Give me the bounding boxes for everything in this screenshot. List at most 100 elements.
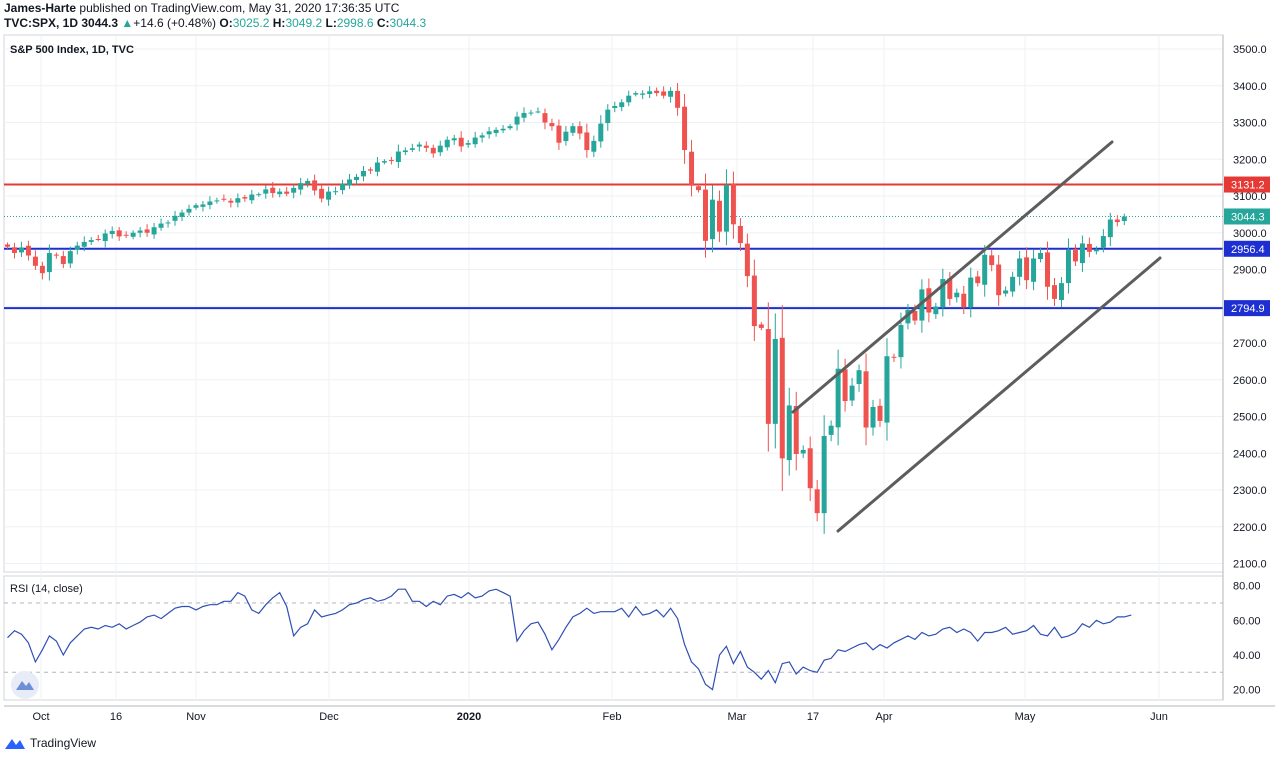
x-tick-label: 17 <box>807 711 819 723</box>
candle-body <box>884 356 890 423</box>
candle-body <box>298 183 304 190</box>
candle-body <box>689 151 695 186</box>
y-tick-label: 3300.0 <box>1233 118 1267 130</box>
candle-body <box>1024 257 1030 281</box>
candle-body <box>444 139 450 148</box>
candle-body <box>172 215 178 221</box>
rsi-tick-label: 80.00 <box>1233 581 1261 593</box>
high-label: H: <box>272 16 286 30</box>
candle-body <box>367 169 373 171</box>
publish-info: James-Harte published on TradingView.com… <box>4 0 399 16</box>
x-tick-label: Nov <box>186 711 206 723</box>
candle-body <box>779 337 785 459</box>
candle-body <box>661 91 667 96</box>
candle-body <box>982 254 988 285</box>
x-tick-label: May <box>1015 711 1036 723</box>
candle-body <box>354 176 359 181</box>
candle-body <box>1100 236 1106 248</box>
candle-body <box>32 256 38 266</box>
candle-body <box>584 132 590 151</box>
candle-body <box>95 238 101 240</box>
candle-body <box>793 406 799 454</box>
change-arrow-icon: ▲ <box>121 16 134 30</box>
candle-body <box>549 123 555 127</box>
y-tick-label: 2500.0 <box>1233 412 1267 424</box>
main-series-legend[interactable]: S&P 500 Index, 1D, TVC <box>10 44 134 56</box>
candle-body <box>940 279 946 308</box>
price-label-bg <box>1224 300 1270 317</box>
candle-body <box>835 368 841 428</box>
candle-body <box>374 162 380 172</box>
candle-body <box>563 131 569 142</box>
candle-body <box>619 102 625 108</box>
candle-body <box>535 111 541 113</box>
candle-body <box>214 200 220 202</box>
candle-body <box>842 369 848 402</box>
candle-body <box>270 187 276 194</box>
footer-brand-name: TradingView <box>30 736 97 750</box>
y-tick-label: 2300.0 <box>1233 485 1267 497</box>
candle-body <box>416 144 422 147</box>
candle-body <box>996 264 1002 296</box>
candle-body <box>242 197 248 199</box>
open-label: O: <box>219 16 233 30</box>
candle-body <box>207 201 213 206</box>
candle-body <box>228 200 234 203</box>
candle-body <box>1065 250 1071 284</box>
candle-body <box>723 184 729 232</box>
candle-body <box>612 105 618 108</box>
x-tick-label: Mar <box>728 711 747 723</box>
candle-body <box>235 198 241 203</box>
candle-body <box>514 116 520 125</box>
candle-body <box>402 150 408 153</box>
rsi-legend[interactable]: RSI (14, close) <box>10 583 83 595</box>
tradingview-logo-icon <box>5 739 25 749</box>
candle-body <box>1107 219 1113 238</box>
x-tick-label: Jun <box>1150 711 1168 723</box>
trend-channel[interactable] <box>791 140 1162 533</box>
candle-body <box>598 123 604 142</box>
x-tick-label: 16 <box>110 711 122 723</box>
price-label-bg <box>1224 208 1270 225</box>
y-tick-label: 2400.0 <box>1233 448 1267 460</box>
candle-body <box>814 489 820 514</box>
candle-body <box>465 143 471 145</box>
candle-body <box>451 138 457 141</box>
candle-body <box>333 191 339 193</box>
candle-body <box>758 324 764 328</box>
candle-body <box>1058 283 1064 301</box>
candle-body <box>954 292 960 298</box>
candle-body <box>1093 249 1099 252</box>
high-value: 3049.2 <box>285 16 323 30</box>
candle-body <box>919 289 925 321</box>
candle-body <box>18 247 24 253</box>
candle-body <box>319 188 325 199</box>
candle-body <box>137 230 143 233</box>
candle-body <box>5 244 10 247</box>
candle-body <box>870 406 876 428</box>
candle-body <box>675 90 681 108</box>
candle-body <box>437 145 443 153</box>
horizontal-levels[interactable] <box>4 183 1223 310</box>
symbol-name[interactable]: TVC:SPX, 1D <box>4 16 79 30</box>
candle-body <box>109 230 115 235</box>
candle-body <box>716 200 722 232</box>
candle-body <box>395 151 401 163</box>
author-name[interactable]: James-Harte <box>4 1 77 15</box>
candle-body <box>263 189 269 194</box>
footer-branding[interactable]: TradingView <box>4 736 96 750</box>
candle-body <box>821 435 827 514</box>
axes: 3500.0 3400.0 3300.0 3200.0 3100.0 3000.0 2900… <box>4 35 1275 723</box>
candle-body <box>291 187 297 193</box>
candle-body <box>772 338 778 424</box>
candle-body <box>409 148 415 150</box>
candle-body <box>186 208 192 213</box>
candle-body <box>340 183 346 191</box>
candle-body <box>730 183 736 225</box>
candle-body <box>88 240 94 242</box>
rsi-tick-label: 40.00 <box>1233 650 1261 662</box>
candle-body <box>277 191 283 195</box>
candle-body <box>961 293 967 308</box>
y-tick-label: 3000.0 <box>1233 228 1267 240</box>
